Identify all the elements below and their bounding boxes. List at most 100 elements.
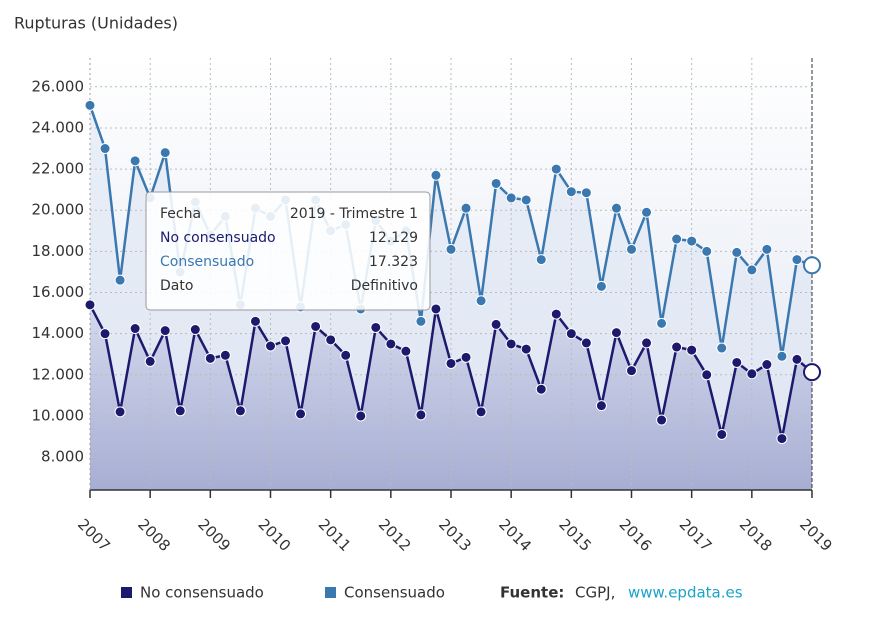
- point: [550, 163, 562, 175]
- x-tick-label: 2013: [435, 515, 475, 555]
- y-tick-label: 26.000: [32, 77, 85, 95]
- point: [550, 308, 562, 320]
- y-tick-label: 20.000: [32, 201, 85, 219]
- tooltip-label: No consensuado: [160, 230, 276, 246]
- point: [159, 325, 171, 337]
- point: [84, 99, 96, 111]
- point: [716, 428, 728, 440]
- point: [565, 186, 577, 198]
- point: [114, 406, 126, 418]
- point: [535, 383, 547, 395]
- point: [490, 177, 502, 189]
- y-tick-label: 8.000: [41, 448, 84, 466]
- y-tick-label: 22.000: [32, 160, 85, 178]
- y-tick-label: 12.000: [32, 365, 85, 383]
- point: [641, 337, 653, 349]
- point: [430, 303, 442, 315]
- legend: No consensuado Consensuado Fuente: CGPJ,…: [121, 584, 743, 602]
- point: [159, 147, 171, 159]
- point: [701, 369, 713, 381]
- point: [460, 351, 472, 363]
- point: [189, 324, 201, 336]
- tooltip-value: 17.323: [369, 254, 418, 270]
- tooltip-value: 12.129: [369, 230, 418, 246]
- point: [114, 274, 126, 286]
- tooltip-label: Fecha: [160, 206, 201, 222]
- point: [761, 243, 773, 255]
- point: [686, 235, 698, 247]
- point: [144, 355, 156, 367]
- x-tick-label: 2007: [74, 515, 114, 555]
- point: [776, 350, 788, 362]
- point: [445, 357, 457, 369]
- point: [445, 243, 457, 255]
- point: [505, 338, 517, 350]
- x-tick-label: 2015: [555, 515, 595, 555]
- tooltip-value: Definitivo: [351, 278, 418, 294]
- tooltip-box: [145, 191, 431, 311]
- point: [370, 321, 382, 333]
- x-tick-label: 2019: [796, 515, 836, 555]
- point: [671, 233, 683, 245]
- point: [505, 192, 517, 204]
- point: [84, 299, 96, 311]
- point: [490, 318, 502, 330]
- point: [791, 353, 803, 365]
- point: [520, 194, 532, 206]
- point: [626, 365, 637, 377]
- point: [234, 405, 246, 417]
- hover-marker: [803, 363, 821, 382]
- point: [761, 359, 773, 371]
- point: [129, 323, 141, 335]
- tooltip: Fecha 2019 - Trimestre 1 No consensuado …: [145, 191, 431, 311]
- point: [310, 320, 322, 332]
- point: [791, 254, 803, 266]
- point: [415, 315, 427, 327]
- point: [355, 410, 367, 422]
- y-tick-label: 16.000: [32, 283, 85, 301]
- x-tick-label: 2008: [134, 515, 174, 555]
- y-tick-label: 18.000: [32, 242, 85, 260]
- point: [716, 342, 728, 354]
- point: [475, 406, 487, 418]
- point: [520, 343, 532, 355]
- point: [610, 202, 622, 214]
- point: [400, 345, 412, 357]
- legend-swatch[interactable]: [121, 587, 132, 598]
- point: [776, 433, 788, 445]
- point: [340, 349, 352, 361]
- legend-label[interactable]: No consensuado: [140, 584, 264, 602]
- x-tick-label: 2012: [375, 515, 415, 555]
- x-tick-label: 2009: [194, 515, 234, 555]
- y-tick-label: 24.000: [32, 118, 85, 136]
- point: [430, 169, 442, 181]
- point: [641, 206, 653, 218]
- point: [325, 334, 337, 346]
- point: [204, 352, 216, 364]
- point: [746, 368, 758, 380]
- point: [385, 338, 397, 350]
- tooltip-label: Dato: [160, 278, 193, 294]
- point: [174, 405, 186, 417]
- point: [595, 400, 607, 412]
- point: [249, 315, 261, 327]
- point: [99, 143, 111, 155]
- source-link[interactable]: www.epdata.es: [628, 584, 743, 602]
- point: [565, 328, 577, 340]
- y-tick-label: 10.000: [32, 406, 85, 424]
- point: [671, 341, 683, 353]
- point: [129, 155, 141, 167]
- x-tick-label: 2018: [736, 515, 776, 555]
- x-tick-label: 2010: [254, 515, 294, 555]
- tooltip-value: 2019 - Trimestre 1: [290, 206, 418, 222]
- point: [475, 295, 487, 307]
- legend-label[interactable]: Consensuado: [344, 584, 445, 602]
- point: [99, 328, 111, 340]
- point: [280, 335, 292, 347]
- hover-marker: [803, 256, 821, 275]
- x-tick-label: 2014: [495, 515, 535, 555]
- legend-swatch[interactable]: [325, 587, 336, 598]
- point: [626, 243, 637, 255]
- point: [656, 317, 668, 329]
- point: [656, 414, 668, 426]
